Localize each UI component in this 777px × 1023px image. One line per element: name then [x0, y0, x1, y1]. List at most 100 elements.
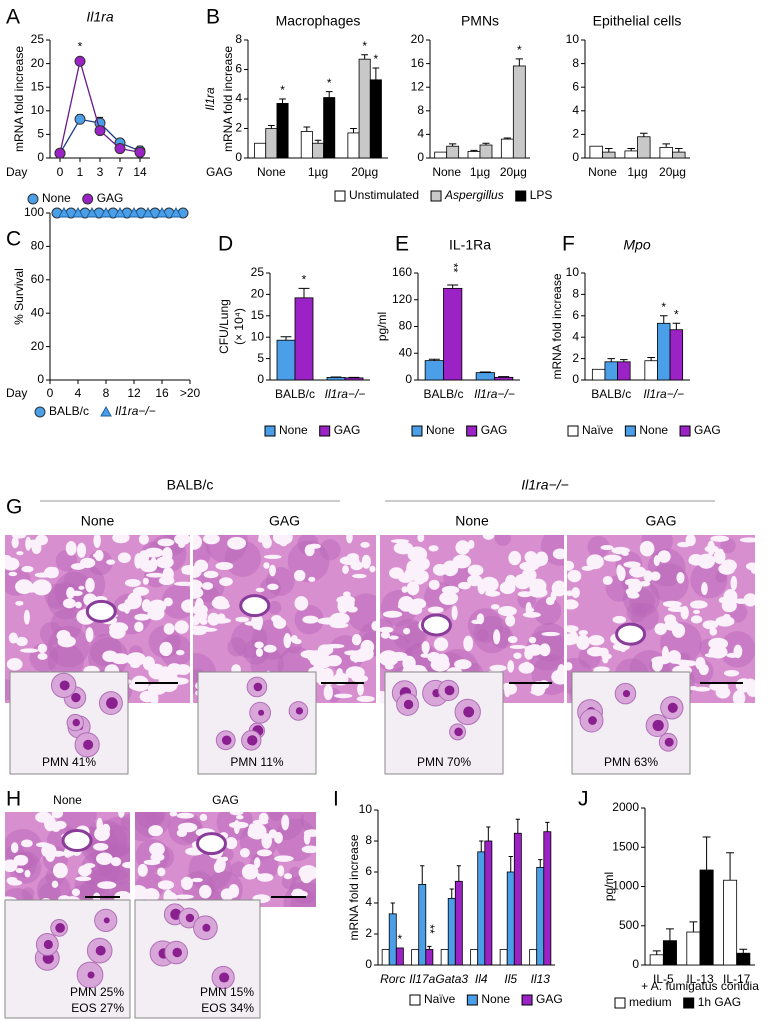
alveolus	[380, 631, 391, 639]
error-bar	[486, 826, 491, 841]
chart-title: Il1ra	[86, 9, 113, 25]
alveolus	[308, 543, 321, 549]
alveolus	[111, 653, 130, 665]
alveolus	[277, 865, 285, 877]
legend-marker	[411, 425, 423, 437]
nucleus	[403, 699, 414, 710]
error-bar	[652, 950, 661, 955]
nucleus	[253, 682, 263, 692]
error-bar	[449, 143, 457, 147]
alveolus	[639, 540, 655, 557]
y-tick-label: 2	[572, 127, 579, 141]
alveolus	[531, 681, 546, 696]
alveolus	[497, 605, 517, 617]
image-label: GAG	[269, 513, 300, 529]
alveolus	[11, 536, 19, 549]
alveolus	[346, 535, 353, 544]
alveolus	[600, 545, 614, 551]
alveolus	[244, 872, 261, 877]
alveolus	[524, 645, 537, 654]
alveolus	[27, 539, 40, 549]
alveolus	[199, 884, 212, 899]
alveolus	[281, 814, 290, 831]
alveolus	[677, 660, 697, 667]
bar	[604, 361, 618, 381]
y-tick-label: 4	[235, 91, 242, 105]
alveolus	[601, 653, 612, 660]
alveolus	[150, 853, 165, 862]
alveolus	[709, 681, 729, 692]
alveolus	[420, 653, 431, 658]
x-tick-label: BALB/c	[423, 387, 463, 401]
bar	[276, 339, 296, 381]
panel-label: D	[218, 233, 233, 256]
y-tick-label: 8	[572, 287, 579, 301]
alveolus	[93, 843, 109, 851]
x-tick-label: 3	[97, 165, 104, 179]
alveolus	[567, 625, 579, 633]
alveolus	[417, 535, 425, 542]
legend-label: None	[279, 423, 308, 437]
bar	[446, 145, 460, 159]
y-tick-label: 500	[619, 918, 639, 932]
alveolus	[75, 876, 92, 882]
alveolus	[163, 597, 173, 607]
alveolus	[271, 615, 283, 623]
data-point	[142, 206, 154, 218]
x-tick-label: Il13	[531, 972, 551, 986]
alveolus	[278, 536, 289, 547]
x-tick-label: Il1ra−/−	[643, 387, 684, 401]
alveolus	[274, 855, 294, 862]
y-tick-label: 2	[572, 351, 579, 365]
alveolus	[694, 686, 711, 692]
error-bar	[620, 359, 628, 362]
alveolus	[256, 873, 274, 882]
bar	[344, 377, 364, 381]
bar	[644, 360, 658, 381]
alveolus	[361, 554, 371, 569]
alveolus	[194, 559, 209, 573]
alveolus	[507, 660, 515, 673]
nucleus	[172, 947, 182, 958]
alveolus	[337, 598, 349, 614]
nucleus	[55, 923, 65, 933]
alveolus	[733, 644, 743, 659]
x-tick-label: 8	[103, 386, 110, 400]
alveolus	[157, 880, 175, 890]
bar	[440, 949, 449, 966]
alveolus	[96, 852, 113, 866]
alveolus	[476, 613, 485, 625]
alveolus	[211, 597, 229, 609]
nucleus	[295, 707, 304, 715]
alveolus	[709, 627, 718, 636]
panel-label: C	[6, 228, 21, 251]
y-tick-label: 0	[417, 150, 424, 164]
y-tick-label: 20	[31, 339, 45, 353]
alveolus	[163, 623, 175, 635]
alveolus	[302, 615, 319, 624]
alveolus	[127, 655, 143, 661]
legend-label: None	[42, 191, 71, 205]
alveolus	[385, 663, 394, 670]
alveolus	[557, 664, 564, 676]
alveolus	[578, 629, 588, 636]
alveolus	[76, 542, 87, 558]
alveolus	[298, 865, 316, 881]
alveolus	[421, 641, 430, 654]
nucleus	[59, 680, 70, 691]
alveolus	[255, 587, 265, 593]
alveolus	[504, 683, 518, 695]
alveolus	[117, 603, 132, 612]
inset-label: PMN 11%	[230, 755, 283, 769]
alveolus	[93, 535, 101, 549]
x-tick-label: Il1ra−/−	[325, 387, 366, 401]
alveolus	[586, 554, 604, 570]
dense-area	[47, 643, 85, 680]
alveolus	[181, 564, 190, 575]
y-tick-label: 10	[251, 329, 265, 343]
alveolus	[521, 568, 537, 583]
dense-area	[473, 615, 511, 654]
alveolus	[356, 695, 375, 703]
chart-title: Mpo	[623, 237, 650, 253]
y-tick-label: 6	[572, 308, 579, 322]
